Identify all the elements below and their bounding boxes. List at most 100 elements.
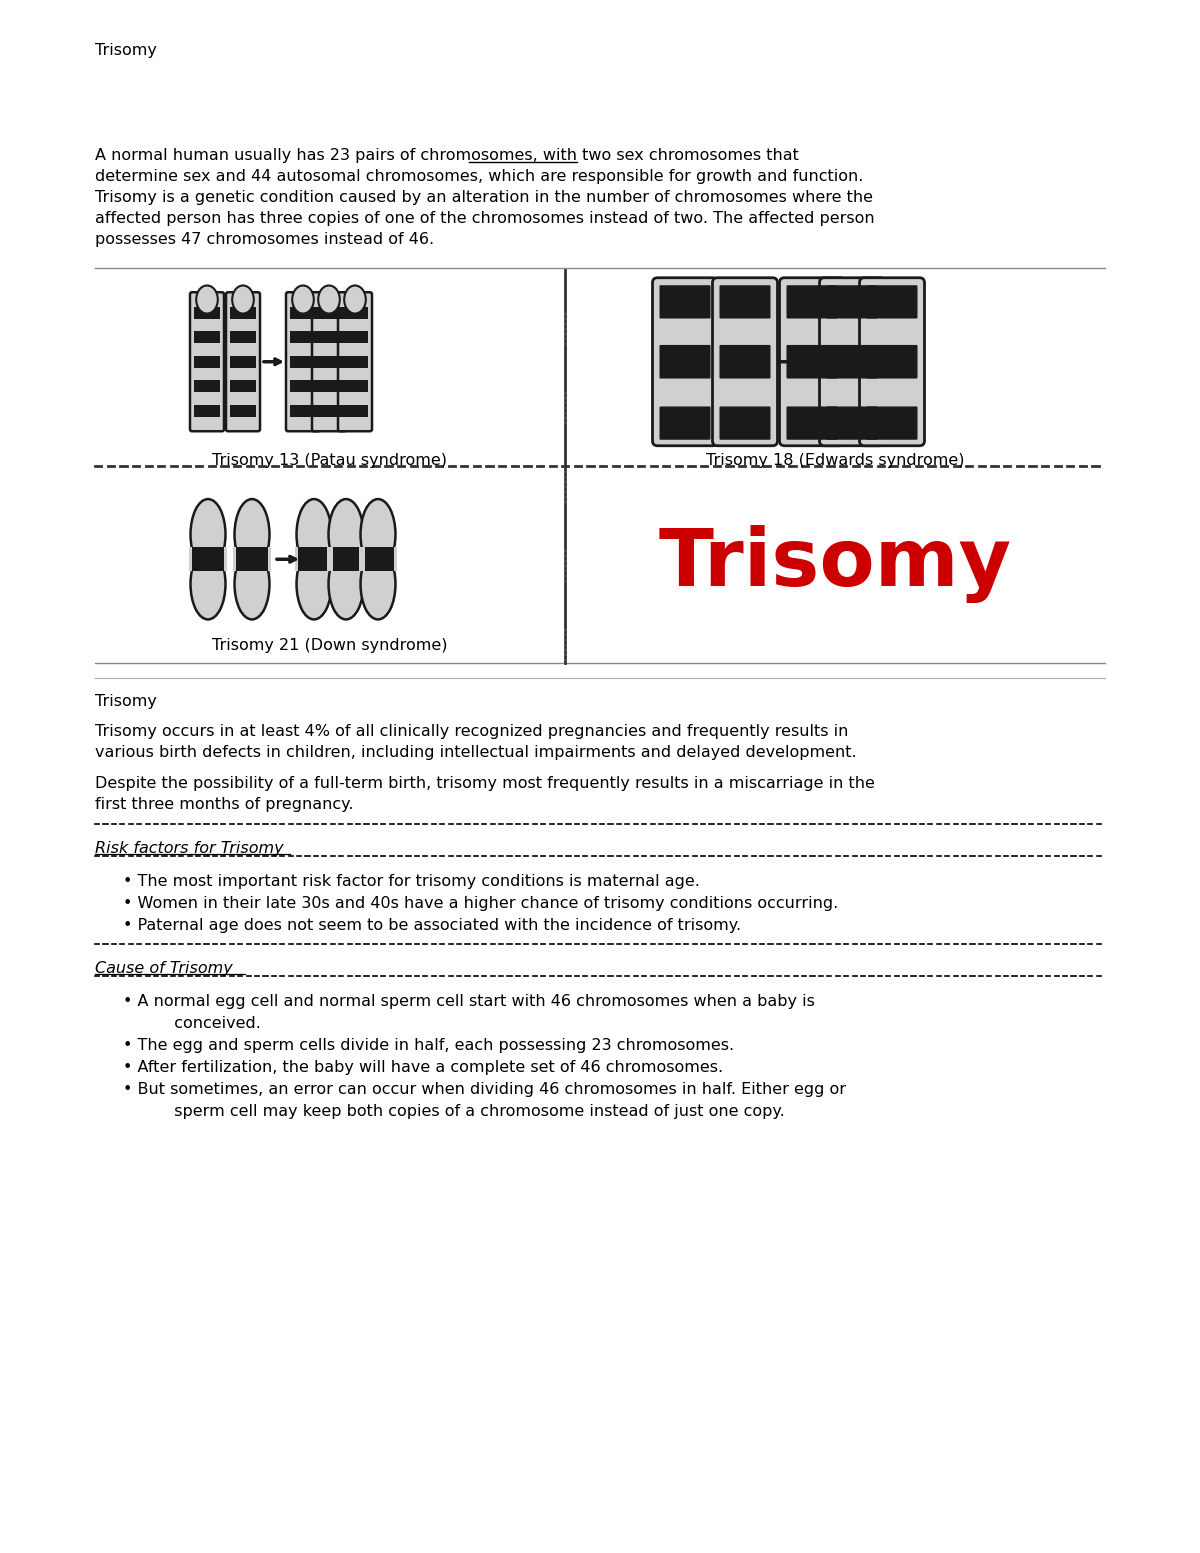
FancyBboxPatch shape: [866, 286, 918, 318]
FancyBboxPatch shape: [720, 286, 770, 318]
Bar: [223, 548, 227, 572]
Text: determine sex and 44 autosomal chromosomes, which are responsible for growth and: determine sex and 44 autosomal chromosom…: [95, 169, 863, 183]
Bar: [316, 306, 342, 318]
Bar: [342, 306, 368, 318]
FancyBboxPatch shape: [859, 278, 924, 446]
Text: Trisomy: Trisomy: [659, 525, 1012, 603]
Text: sperm cell may keep both copies of a chromosome instead of just one copy.: sperm cell may keep both copies of a chr…: [124, 1104, 785, 1120]
Text: Trisomy: Trisomy: [95, 694, 157, 710]
Text: • A normal egg cell and normal sperm cell start with 46 chromosomes when a baby : • A normal egg cell and normal sperm cel…: [124, 994, 815, 1009]
Text: first three months of pregnancy.: first three months of pregnancy.: [95, 797, 354, 812]
Bar: [290, 405, 316, 416]
Bar: [394, 548, 397, 572]
Bar: [361, 548, 365, 572]
Text: Despite the possibility of a full-term birth, trisomy most frequently results in: Despite the possibility of a full-term b…: [95, 776, 875, 790]
FancyBboxPatch shape: [653, 278, 718, 446]
Bar: [295, 548, 299, 572]
FancyBboxPatch shape: [720, 345, 770, 379]
Bar: [236, 548, 268, 572]
Bar: [316, 405, 342, 416]
Ellipse shape: [360, 499, 396, 570]
FancyBboxPatch shape: [660, 286, 710, 318]
Bar: [330, 548, 334, 572]
FancyBboxPatch shape: [827, 286, 877, 318]
Text: • The egg and sperm cells divide in half, each possessing 23 chromosomes.: • The egg and sperm cells divide in half…: [124, 1037, 734, 1053]
FancyBboxPatch shape: [660, 407, 710, 439]
Bar: [230, 331, 256, 343]
Bar: [330, 548, 362, 572]
Bar: [230, 405, 256, 416]
Ellipse shape: [318, 286, 340, 314]
Bar: [230, 306, 256, 318]
Bar: [359, 548, 362, 572]
Bar: [342, 405, 368, 416]
Text: • Paternal age does not seem to be associated with the incidence of trisomy.: • Paternal age does not seem to be assoc…: [124, 918, 742, 933]
Bar: [190, 548, 192, 572]
Text: • The most important risk factor for trisomy conditions is maternal age.: • The most important risk factor for tri…: [124, 874, 700, 888]
Bar: [194, 356, 220, 368]
Ellipse shape: [234, 499, 270, 570]
Ellipse shape: [191, 548, 226, 620]
FancyBboxPatch shape: [827, 345, 877, 379]
FancyBboxPatch shape: [827, 407, 877, 439]
Bar: [230, 356, 256, 368]
Bar: [326, 548, 330, 572]
Bar: [342, 380, 368, 393]
Text: • Women in their late 30s and 40s have a higher chance of trisomy conditions occ: • Women in their late 30s and 40s have a…: [124, 896, 839, 912]
Ellipse shape: [293, 286, 314, 314]
FancyBboxPatch shape: [786, 286, 838, 318]
Ellipse shape: [296, 499, 331, 570]
FancyBboxPatch shape: [866, 345, 918, 379]
Bar: [362, 548, 394, 572]
Bar: [298, 548, 330, 572]
Bar: [290, 331, 316, 343]
Bar: [342, 356, 368, 368]
Text: Trisomy 13 (Patau syndrome): Trisomy 13 (Patau syndrome): [212, 453, 448, 469]
Text: Cause of Trisomy: Cause of Trisomy: [95, 961, 233, 975]
FancyBboxPatch shape: [786, 345, 838, 379]
Bar: [233, 548, 236, 572]
Ellipse shape: [233, 286, 254, 314]
Ellipse shape: [296, 548, 331, 620]
Text: • But sometimes, an error can occur when dividing 46 chromosomes in half. Either: • But sometimes, an error can occur when…: [124, 1082, 846, 1096]
Bar: [342, 331, 368, 343]
Text: Trisomy: Trisomy: [95, 43, 157, 57]
Bar: [290, 380, 316, 393]
Text: possesses 47 chromosomes instead of 46.: possesses 47 chromosomes instead of 46.: [95, 231, 434, 247]
Text: conceived.: conceived.: [124, 1016, 260, 1031]
FancyBboxPatch shape: [286, 292, 320, 432]
Bar: [194, 380, 220, 393]
Ellipse shape: [360, 548, 396, 620]
Ellipse shape: [329, 499, 364, 570]
Bar: [194, 331, 220, 343]
Bar: [194, 306, 220, 318]
FancyBboxPatch shape: [720, 407, 770, 439]
Bar: [316, 356, 342, 368]
Bar: [316, 331, 342, 343]
FancyBboxPatch shape: [312, 292, 346, 432]
Text: Trisomy 18 (Edwards syndrome): Trisomy 18 (Edwards syndrome): [706, 453, 965, 469]
Text: Risk factors for Trisomy: Risk factors for Trisomy: [95, 842, 283, 856]
Bar: [192, 548, 224, 572]
Text: Trisomy 21 (Down syndrome): Trisomy 21 (Down syndrome): [212, 638, 448, 652]
Text: A normal human usually has 23 pairs of chromosomes, with two sex chromosomes tha: A normal human usually has 23 pairs of c…: [95, 148, 799, 163]
Text: Trisomy occurs in at least 4% of all clinically recognized pregnancies and frequ: Trisomy occurs in at least 4% of all cli…: [95, 724, 848, 739]
Text: various birth defects in children, including intellectual impairments and delaye: various birth defects in children, inclu…: [95, 745, 857, 759]
FancyBboxPatch shape: [660, 345, 710, 379]
Ellipse shape: [191, 499, 226, 570]
Ellipse shape: [329, 548, 364, 620]
FancyBboxPatch shape: [226, 292, 260, 432]
Bar: [194, 405, 220, 416]
FancyBboxPatch shape: [866, 407, 918, 439]
Ellipse shape: [234, 548, 270, 620]
Bar: [268, 548, 271, 572]
Text: Trisomy is a genetic condition caused by an alteration in the number of chromoso: Trisomy is a genetic condition caused by…: [95, 189, 874, 205]
FancyBboxPatch shape: [786, 407, 838, 439]
FancyBboxPatch shape: [190, 292, 224, 432]
Bar: [316, 380, 342, 393]
Text: affected person has three copies of one of the chromosomes instead of two. The a: affected person has three copies of one …: [95, 211, 875, 227]
Text: • After fertilization, the baby will have a complete set of 46 chromosomes.: • After fertilization, the baby will hav…: [124, 1061, 724, 1075]
Ellipse shape: [197, 286, 218, 314]
FancyBboxPatch shape: [713, 278, 778, 446]
Ellipse shape: [344, 286, 366, 314]
